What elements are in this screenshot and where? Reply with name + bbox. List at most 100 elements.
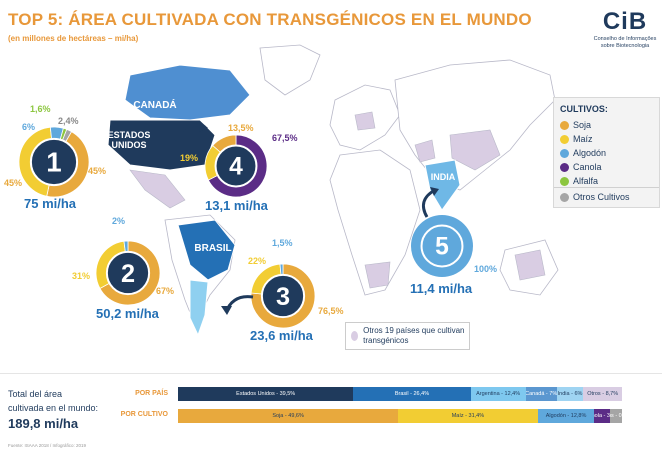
logo-mark: CiB bbox=[590, 8, 660, 36]
canola-dot bbox=[560, 162, 569, 172]
legend-item-otros: Otros Cultivos bbox=[560, 192, 630, 202]
donut-center bbox=[260, 273, 306, 319]
mexico-shape bbox=[129, 169, 186, 209]
other-countries-text: Otros 19 países que cultivan transgénico… bbox=[363, 326, 465, 345]
india-shape bbox=[424, 159, 461, 211]
pct-india-algodon: 100% bbox=[474, 264, 498, 274]
bar-segment-canadá: Canadá - 7% bbox=[525, 387, 557, 401]
argentina-shape bbox=[189, 279, 209, 337]
row-label-cultivo: POR CULTIVO bbox=[120, 411, 168, 418]
logo-line-1: Conselho de Informações bbox=[593, 36, 657, 42]
page-title: TOP 5: ÁREA CULTIVADA CON TRANSGÉNICOS E… bbox=[8, 10, 532, 29]
greenland-shape bbox=[259, 44, 321, 96]
donut-center bbox=[420, 224, 464, 268]
rank-number: 1 bbox=[46, 147, 61, 178]
canada-shape bbox=[124, 64, 251, 121]
pct-argentina-soja: 76,5% bbox=[318, 306, 344, 316]
bar-segment-algodón: Algodón - 12,8% bbox=[537, 409, 595, 423]
legend-title: CULTIVOS: bbox=[560, 104, 608, 114]
pct-brasil-soja: 67% bbox=[156, 286, 175, 296]
legend-item-canola: Canola bbox=[560, 162, 602, 172]
maiz-dot bbox=[560, 134, 569, 144]
europe-gmo-shape bbox=[354, 111, 376, 131]
legend-label-otros: Otros Cultivos bbox=[573, 192, 630, 202]
page-subtitle: (en millones de hectáreas – mi/ha) bbox=[8, 34, 139, 43]
pct-usa-alfalfa: 1,6% bbox=[30, 104, 51, 114]
pct-usa-algodon: 6% bbox=[22, 122, 36, 132]
bottom-divider bbox=[0, 373, 662, 374]
africa-shape bbox=[329, 149, 421, 296]
pct-argentina-maiz: 22% bbox=[248, 256, 267, 266]
bar-segment-estados: Estados Unidos - 39,5% bbox=[178, 387, 354, 401]
bar-por-pais: Estados Unidos - 39,5% Brasil - 26,4% Arge… bbox=[178, 387, 622, 401]
source-note: Fuente: ISAAA 2018 / Infográfico: 2019 bbox=[8, 443, 87, 448]
donut-center bbox=[29, 137, 79, 187]
pct-brasil-maiz: 31% bbox=[72, 271, 91, 281]
pct-usa-maiz: 45% bbox=[88, 166, 107, 176]
donut-center bbox=[105, 250, 151, 296]
logo-line-2: sobre Biotecnologia bbox=[600, 43, 650, 49]
rank-number: 4 bbox=[229, 154, 243, 181]
total-usa: 75 mi/ha bbox=[24, 196, 77, 211]
alfalfa-dot bbox=[560, 176, 569, 186]
pct-argentina-algodon: 1,5% bbox=[272, 238, 293, 248]
legend-divider bbox=[554, 187, 659, 188]
pct-canada-canola: 67,5% bbox=[272, 133, 298, 143]
legend-item-soja: Soja bbox=[560, 120, 591, 130]
arrow-india bbox=[421, 187, 439, 218]
rank-number: 5 bbox=[435, 234, 449, 261]
map-label-argentina: ARGENTINA bbox=[203, 314, 251, 323]
pct-brasil-algodon: 2% bbox=[112, 216, 126, 226]
donut-india: 5 bbox=[411, 215, 473, 277]
donut-brasil: 2 bbox=[95, 240, 161, 306]
bar-por-cultivo: Soja - 49,6%Maíz - 31,4%Algodón - 12,8%C… bbox=[178, 409, 622, 423]
usa-shape bbox=[107, 119, 216, 171]
bar-segment-argentina: Argentina - 12,4% bbox=[470, 387, 526, 401]
brasil-shape bbox=[177, 219, 236, 281]
row-label-pais: POR PAÍS bbox=[135, 390, 168, 397]
legend-item-maiz: Maíz bbox=[560, 134, 593, 144]
logo-mark-a: Ci bbox=[602, 8, 629, 35]
rank-number: 3 bbox=[276, 283, 290, 311]
map-label-brasil: BRASIL bbox=[194, 243, 232, 254]
pakistan-shape bbox=[414, 139, 436, 163]
summary-line-2: cultivada en el mundo: bbox=[8, 403, 99, 413]
pct-usa-otros: 2,4% bbox=[58, 116, 79, 126]
southafrica-shape bbox=[364, 261, 391, 289]
other-countries-dot bbox=[351, 331, 359, 341]
pct-canada-maiz: 19% bbox=[180, 153, 199, 163]
asia-shape bbox=[394, 59, 556, 191]
donut-center bbox=[214, 144, 258, 188]
bar-segment-otros: Otros - 8,7% bbox=[583, 387, 622, 401]
bar-segment-canola: Canola - 3,4% bbox=[594, 409, 610, 423]
total-india: 11,4 mi/ha bbox=[410, 281, 473, 296]
cib-logo: CiB Conselho de Informações sobre Biotec… bbox=[590, 8, 660, 50]
bar-segment-brasil: Brasil - 26,4% bbox=[353, 387, 471, 401]
other-countries-box: Otros 19 países que cultivan transgénico… bbox=[345, 322, 470, 350]
legend-label-maiz: Maíz bbox=[573, 134, 593, 144]
legend-item-algodon: Algodón bbox=[560, 148, 606, 158]
pct-usa-soja: 45% bbox=[4, 178, 23, 188]
map-label-india: INDIA bbox=[430, 172, 456, 182]
bar-segment-india: India - 6% bbox=[556, 387, 584, 401]
otros-dot bbox=[560, 192, 569, 202]
arrow-canada bbox=[173, 121, 208, 141]
legend-label-soja: Soja bbox=[573, 120, 592, 130]
arrow-argentina bbox=[221, 295, 254, 315]
pct-canada-soja: 13,5% bbox=[228, 123, 254, 133]
total-argentina: 23,6 mi/ha bbox=[250, 328, 313, 343]
legend-label-algodon: Algodón bbox=[573, 148, 607, 158]
world-map bbox=[107, 44, 559, 337]
donut-argentina: 3 bbox=[250, 263, 316, 329]
logo-mark-b: B bbox=[628, 8, 648, 35]
bar-segment-otros: Otros - 0,4% bbox=[609, 409, 622, 423]
rank-number: 2 bbox=[121, 260, 135, 288]
legend-label-canola: Canola bbox=[573, 162, 602, 172]
legend-label-alfalfa: Alfalfa bbox=[573, 176, 599, 186]
australia-gmo-shape bbox=[514, 249, 546, 281]
donut-canada: 4 bbox=[204, 134, 268, 198]
bar-segment-maíz: Maíz - 31,4% bbox=[398, 409, 538, 423]
soja-dot bbox=[560, 120, 569, 130]
bar-segment-soja: Soja - 49,6% bbox=[178, 409, 399, 423]
map-label-usa: ESTADOS UNIDOS bbox=[107, 130, 151, 150]
